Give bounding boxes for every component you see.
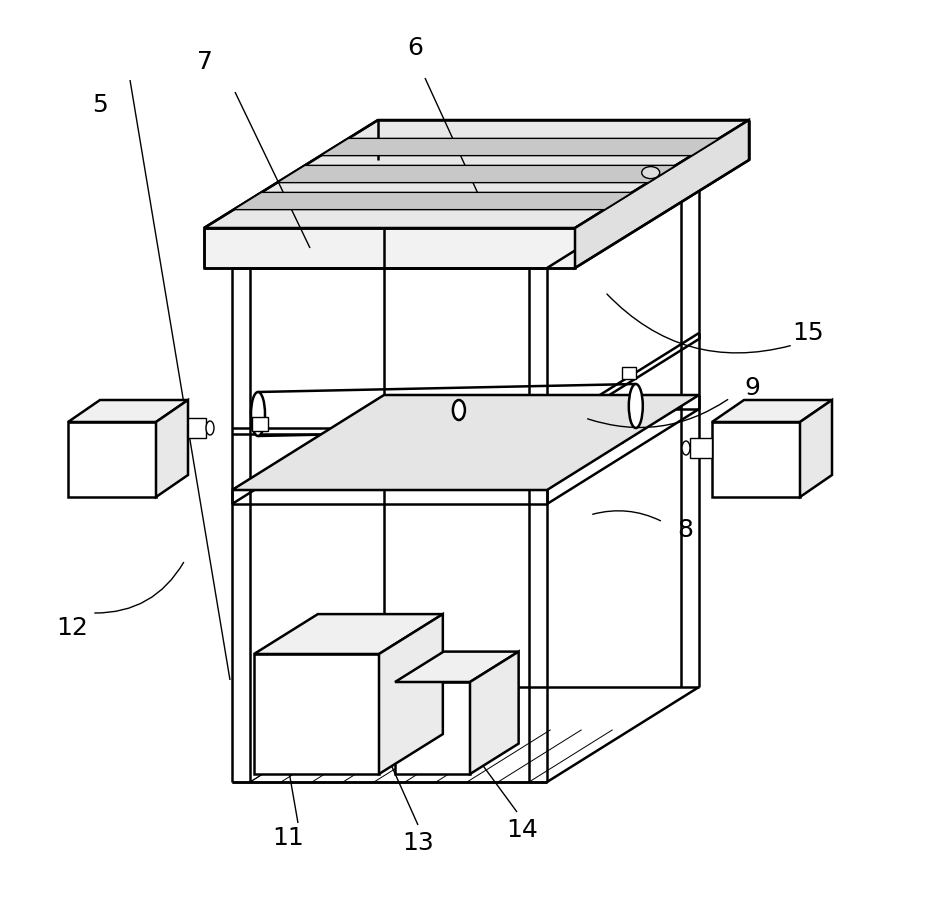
Ellipse shape xyxy=(206,421,214,435)
Text: 6: 6 xyxy=(407,36,423,60)
Polygon shape xyxy=(232,395,699,490)
Polygon shape xyxy=(712,400,832,422)
Polygon shape xyxy=(156,400,188,497)
Bar xyxy=(395,682,470,774)
Polygon shape xyxy=(204,228,575,268)
Ellipse shape xyxy=(682,441,690,455)
Polygon shape xyxy=(321,139,719,156)
Text: 14: 14 xyxy=(506,818,538,842)
Polygon shape xyxy=(252,417,268,431)
Bar xyxy=(188,418,206,438)
Ellipse shape xyxy=(642,167,660,178)
Text: 12: 12 xyxy=(56,616,88,640)
Polygon shape xyxy=(470,651,519,774)
Text: 5: 5 xyxy=(92,93,108,117)
Polygon shape xyxy=(395,651,519,682)
Text: 7: 7 xyxy=(197,50,213,74)
Polygon shape xyxy=(622,367,636,379)
Bar xyxy=(712,422,800,497)
Text: 8: 8 xyxy=(677,518,693,542)
Bar xyxy=(254,654,379,774)
Polygon shape xyxy=(575,120,749,268)
Ellipse shape xyxy=(453,400,465,420)
Ellipse shape xyxy=(629,384,643,428)
Text: 10: 10 xyxy=(789,426,821,450)
Bar xyxy=(68,422,156,497)
Bar xyxy=(690,438,712,458)
Polygon shape xyxy=(68,400,188,422)
Text: 11: 11 xyxy=(272,826,304,850)
Polygon shape xyxy=(233,192,633,210)
Polygon shape xyxy=(254,614,443,654)
Polygon shape xyxy=(204,120,749,228)
Text: 15: 15 xyxy=(792,321,823,345)
Ellipse shape xyxy=(251,392,265,436)
Polygon shape xyxy=(379,614,443,774)
Polygon shape xyxy=(800,400,832,497)
Text: 9: 9 xyxy=(744,376,760,400)
Polygon shape xyxy=(277,166,676,183)
Text: 13: 13 xyxy=(402,831,434,855)
